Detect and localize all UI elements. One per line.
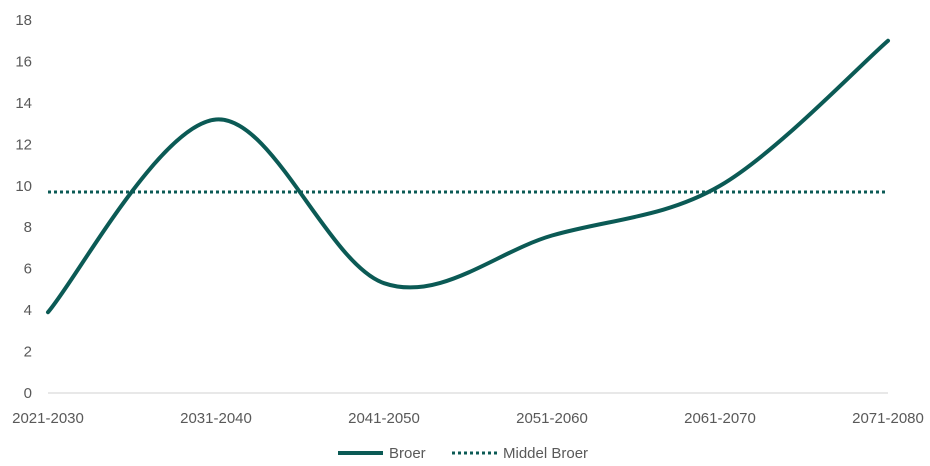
series-line-broer — [46, 38, 890, 315]
x-tick-label: 2031-2040 — [180, 410, 252, 427]
y-tick-label: 10 — [15, 178, 32, 195]
x-tick-label: 2071-2080 — [852, 410, 924, 427]
y-tick-label: 16 — [15, 53, 32, 70]
y-tick-label: 6 — [24, 261, 32, 278]
x-tick-label: 2061-2070 — [684, 410, 756, 427]
y-tick-label: 4 — [24, 302, 32, 319]
x-axis: 2021-2030 2031-2040 2041-2050 2051-2060 2061… — [12, 410, 924, 427]
x-tick-label: 2051-2060 — [516, 410, 588, 427]
legend-label-middel-broer: Middel Broer — [503, 445, 588, 462]
y-axis: 0 2 4 6 8 10 12 14 16 18 — [15, 12, 32, 402]
y-tick-label: 0 — [24, 385, 32, 402]
legend: Broer Middel Broer — [338, 445, 588, 462]
y-tick-label: 14 — [15, 95, 32, 112]
x-tick-label: 2021-2030 — [12, 410, 84, 427]
y-tick-label: 2 — [24, 344, 32, 361]
series-layer — [46, 38, 890, 315]
legend-label-broer: Broer — [389, 445, 426, 462]
x-tick-label: 2041-2050 — [348, 410, 420, 427]
y-tick-label: 8 — [24, 219, 32, 236]
y-tick-label: 18 — [15, 12, 32, 29]
y-tick-label: 12 — [15, 136, 32, 153]
